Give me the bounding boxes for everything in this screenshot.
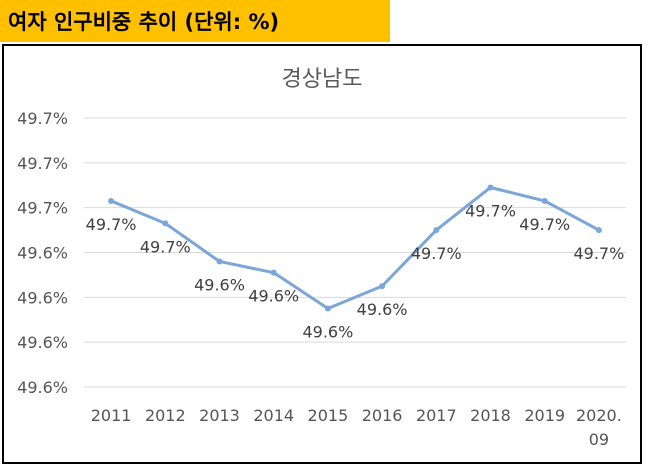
series-line: [108, 184, 602, 312]
x-tick-label: 2011: [91, 406, 132, 425]
data-point: [379, 283, 386, 290]
data-point: [433, 227, 440, 234]
data-point: [324, 305, 331, 312]
x-tick-label: 2013: [199, 406, 240, 425]
data-label: 49.6%: [357, 300, 408, 319]
x-tick-label: 2014: [253, 406, 294, 425]
header-title: 여자 인구비중 추이 (단위: %): [8, 10, 280, 34]
data-point: [162, 220, 169, 227]
x-tick-label: 2019: [524, 406, 565, 425]
x-axis: 2011 2012 2013 2014 2015 2016 2017 2018 2019 2020…: [91, 406, 622, 449]
data-label: 49.7%: [519, 215, 570, 234]
data-label: 49.7%: [140, 237, 191, 256]
x-tick-label: 2015: [308, 406, 349, 425]
header-banner: 여자 인구비중 추이 (단위: %): [0, 0, 390, 42]
data-label: 49.7%: [86, 215, 137, 234]
data-point: [541, 197, 548, 204]
data-label: 49.6%: [302, 323, 353, 342]
x-tick-label: 2020. 09: [576, 406, 622, 449]
data-point: [108, 197, 115, 204]
y-tick-label: 49.7%: [17, 154, 68, 173]
data-label: 49.6%: [248, 287, 299, 306]
chart-title: 경상남도: [282, 67, 363, 92]
data-point: [216, 258, 223, 265]
y-tick-label: 49.6%: [17, 244, 68, 263]
y-tick-label: 49.7%: [17, 109, 68, 128]
data-point: [270, 269, 277, 276]
series-line-path: [110, 185, 600, 311]
x-tick-label: 2012: [145, 406, 186, 425]
data-label: 49.6%: [194, 275, 245, 294]
line-chart: 경상남도 49.6%49.6%49.6%49.6%49.7%49.7%49.7%…: [17, 67, 626, 449]
y-tick-label: 49.6%: [17, 288, 68, 307]
data-label: 49.7%: [465, 201, 516, 220]
y-tick-label: 49.7%: [17, 199, 68, 218]
x-tick-label: 2016: [362, 406, 403, 425]
x-tick-label: 2017: [416, 406, 457, 425]
data-labels: 49.7%49.7%49.6%49.6%49.6%49.6%49.7%49.7%…: [86, 201, 625, 341]
y-tick-label: 49.6%: [17, 333, 68, 352]
data-label: 49.7%: [411, 244, 462, 263]
data-point: [595, 227, 602, 234]
chart-frame: 경상남도 49.6% 49.6% 49.6% 49.6% 49.7% 49.7% 49.7%…: [2, 44, 642, 464]
y-axis: 49.6% 49.6% 49.6% 49.6% 49.7% 49.7% 49.7%: [17, 109, 68, 397]
data-point: [487, 184, 494, 191]
x-tick-label: 2018: [470, 406, 511, 425]
y-tick-label: 49.6%: [17, 378, 68, 397]
data-label: 49.7%: [573, 244, 624, 263]
